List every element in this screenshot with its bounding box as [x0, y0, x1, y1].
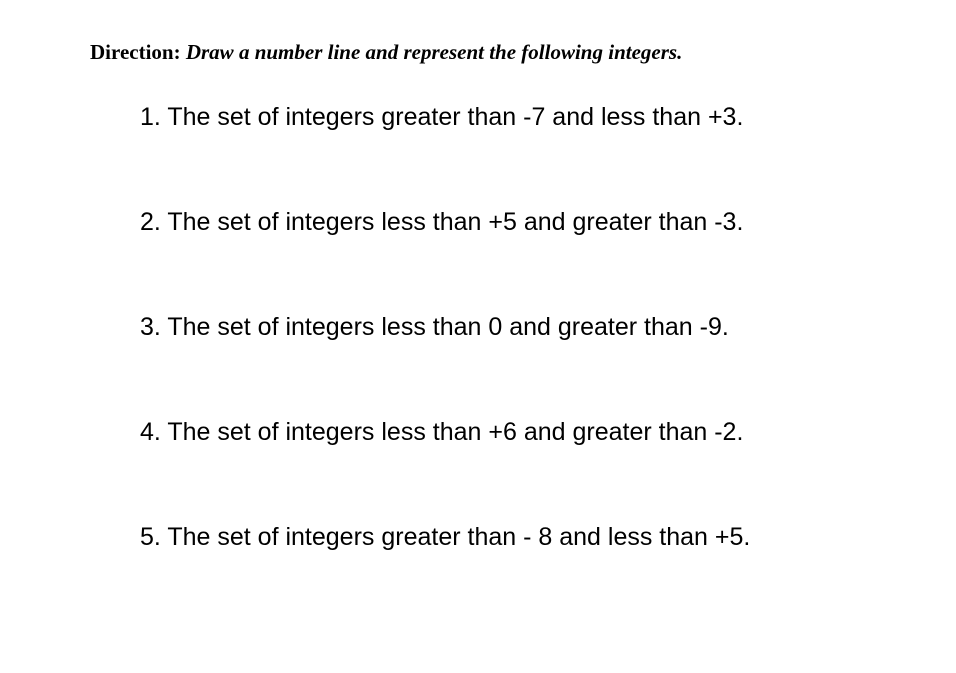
question-item: 2. The set of integers less than +5 and … [140, 208, 866, 237]
question-text: The set of integers greater than -7 and … [167, 103, 743, 131]
question-text: The set of integers less than +6 and gre… [167, 418, 743, 446]
question-text: The set of integers less than +5 and gre… [167, 208, 743, 236]
question-text: The set of integers less than 0 and grea… [167, 313, 728, 341]
question-number: 2. [140, 208, 161, 236]
questions-list: 1. The set of integers greater than -7 a… [90, 103, 866, 552]
question-item: 5. The set of integers greater than - 8 … [140, 523, 866, 552]
question-number: 1. [140, 103, 161, 131]
direction-instruction: Draw a number line and represent the fol… [186, 40, 682, 64]
direction-label: Direction: [90, 40, 181, 64]
question-item: 3. The set of integers less than 0 and g… [140, 313, 866, 342]
question-number: 5. [140, 523, 161, 551]
question-item: 4. The set of integers less than +6 and … [140, 418, 866, 447]
question-text: The set of integers greater than - 8 and… [167, 523, 750, 551]
question-number: 3. [140, 313, 161, 341]
direction-line: Direction: Draw a number line and repres… [90, 40, 866, 65]
question-item: 1. The set of integers greater than -7 a… [140, 103, 866, 132]
question-number: 4. [140, 418, 161, 446]
